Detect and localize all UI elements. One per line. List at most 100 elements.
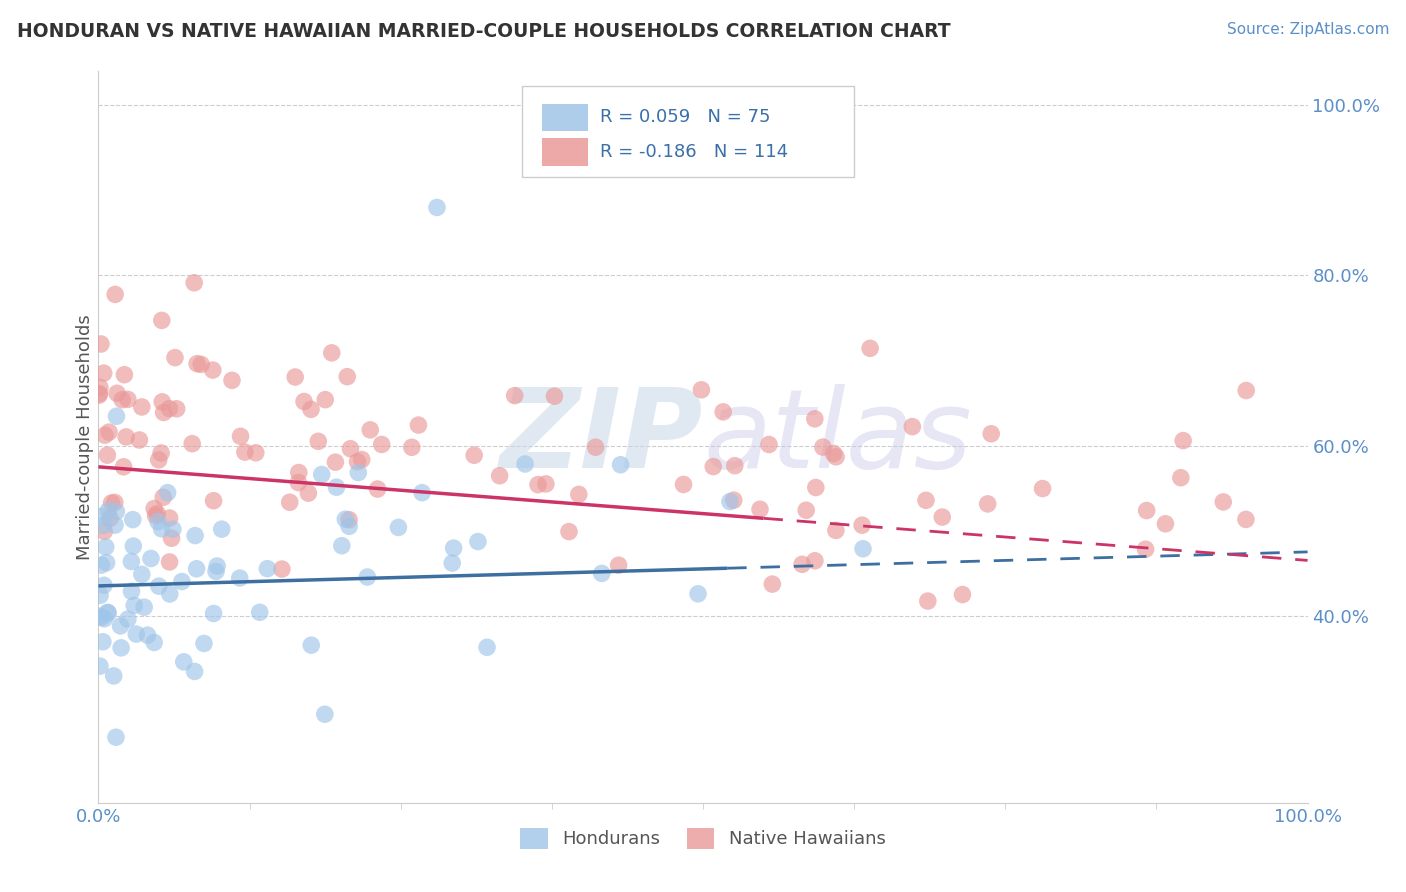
Point [89, 659, 111, 673]
Point [299, 638, 322, 652]
Point [804, 412, 827, 426]
Point [202, 493, 225, 508]
Point [758, 437, 780, 451]
Point [125, 627, 148, 641]
Point [851, 518, 873, 533]
Point [150, 395, 173, 409]
Point [311, 467, 333, 482]
Point [96, 556, 118, 570]
Point [205, 565, 228, 579]
Point [131, 400, 153, 414]
Point [585, 440, 607, 454]
Point [1170, 471, 1192, 485]
Point [93, 578, 115, 592]
Point [110, 640, 132, 655]
Point [134, 600, 156, 615]
Text: R = 0.059   N = 75: R = 0.059 N = 75 [600, 109, 770, 127]
Point [91, 634, 114, 648]
Point [89, 588, 111, 602]
Point [367, 482, 389, 496]
Point [347, 466, 370, 480]
Point [672, 477, 695, 491]
Point [426, 201, 449, 215]
Point [136, 628, 159, 642]
Point [148, 579, 170, 593]
Point [980, 426, 1002, 441]
Point [98, 425, 121, 439]
Point [97, 606, 120, 620]
Point [270, 562, 292, 576]
Point [120, 555, 142, 569]
Point [90, 558, 112, 572]
Point [148, 453, 170, 467]
Point [915, 493, 938, 508]
Text: R = -0.186   N = 114: R = -0.186 N = 114 [600, 143, 789, 161]
Point [128, 433, 150, 447]
Point [183, 276, 205, 290]
Point [139, 551, 162, 566]
Point [825, 524, 848, 538]
Point [1234, 512, 1257, 526]
Point [150, 313, 173, 327]
Point [183, 665, 205, 679]
Point [330, 539, 353, 553]
Point [609, 458, 631, 472]
Point [297, 486, 319, 500]
Point [150, 446, 173, 460]
Point [401, 440, 423, 454]
Point [723, 493, 745, 508]
Point [111, 392, 134, 407]
Point [159, 587, 181, 601]
Point [1173, 434, 1195, 448]
Point [287, 475, 309, 490]
Point [976, 497, 998, 511]
Point [93, 524, 115, 539]
Point [1136, 503, 1159, 517]
Point [193, 636, 215, 650]
Y-axis label: Married-couple Households: Married-couple Households [76, 314, 94, 560]
Point [89, 609, 111, 624]
Point [122, 599, 145, 613]
Point [104, 495, 127, 509]
Point [90, 337, 112, 351]
Point [790, 558, 813, 572]
Point [163, 351, 186, 365]
Text: atlas: atlas [703, 384, 972, 491]
Point [952, 588, 974, 602]
Text: HONDURAN VS NATIVE HAWAIIAN MARRIED-COUPLE HOUSEHOLDS CORRELATION CHART: HONDURAN VS NATIVE HAWAIIAN MARRIED-COUP… [17, 22, 950, 41]
Point [325, 455, 347, 469]
Point [186, 357, 208, 371]
Point [607, 558, 630, 573]
Point [145, 508, 167, 523]
Point [110, 619, 132, 633]
Point [337, 513, 360, 527]
Legend: Hondurans, Native Hawaiians: Hondurans, Native Hawaiians [513, 821, 893, 856]
Point [543, 389, 565, 403]
Point [94, 428, 117, 442]
Point [150, 522, 173, 536]
Point [105, 386, 128, 401]
Point [463, 448, 485, 462]
Point [1234, 384, 1257, 398]
Point [159, 555, 181, 569]
Point [299, 402, 322, 417]
Point [105, 504, 128, 518]
Point [513, 457, 536, 471]
Point [157, 401, 180, 416]
Point [284, 370, 307, 384]
Point [162, 522, 184, 536]
Point [1031, 482, 1053, 496]
Point [339, 442, 361, 456]
Point [166, 401, 188, 416]
Point [859, 341, 882, 355]
Point [901, 419, 924, 434]
Point [811, 440, 834, 454]
Point [325, 480, 347, 494]
Point [93, 518, 115, 533]
Point [98, 511, 121, 525]
Point [143, 501, 166, 516]
Point [321, 346, 343, 360]
Point [408, 418, 430, 433]
Point [249, 605, 271, 619]
Point [724, 458, 747, 473]
